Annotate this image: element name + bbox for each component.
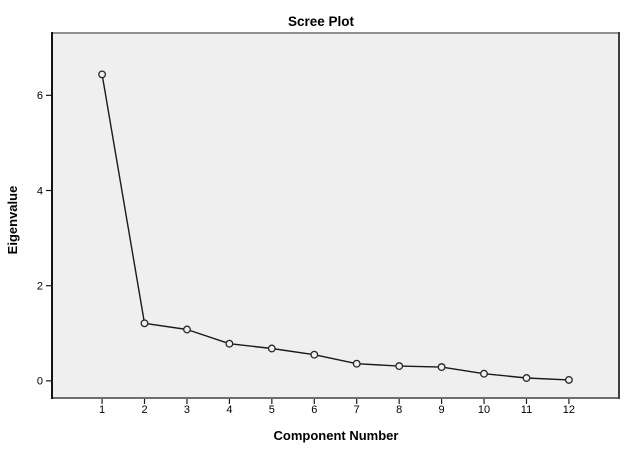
x-tick-label: 7 [354,404,360,416]
plot-area [52,33,619,398]
series-layer [98,70,573,384]
x-tick-label: 12 [563,404,575,416]
x-tick-label: 5 [269,404,275,416]
x-tick-label: 4 [226,404,232,416]
x-tick-label: 11 [521,404,532,416]
data-point-11 [522,374,531,382]
data-point-5 [267,344,276,353]
data-point-2 [140,319,149,328]
x-tick-label: 2 [141,404,147,416]
scree-line [101,74,569,381]
x-tick-label: 1 [99,404,105,416]
y-tick-label: 6 [37,90,43,102]
plot-frame [51,32,620,399]
data-point-7 [352,359,361,368]
y-tick-label: 2 [37,280,43,292]
x-tick-label: 10 [478,404,490,416]
x-axis-label: Component Number [274,428,399,443]
data-point-6 [310,350,319,359]
y-tick-label: 4 [37,185,43,197]
chart-title: Scree Plot [288,14,355,29]
data-point-1 [98,70,107,79]
data-point-9 [437,363,446,372]
data-point-8 [395,362,404,371]
x-tick-label: 8 [396,404,402,416]
data-point-10 [480,369,488,378]
x-tick-label: 3 [184,404,190,416]
x-tick-label: 6 [311,404,317,416]
y-axis-label: Eigenvalue [5,186,20,255]
data-point-3 [183,325,191,334]
x-tick-label: 9 [439,404,445,416]
y-tick-label: 0 [37,376,43,388]
data-point-4 [225,339,234,348]
data-point-12 [564,375,573,384]
